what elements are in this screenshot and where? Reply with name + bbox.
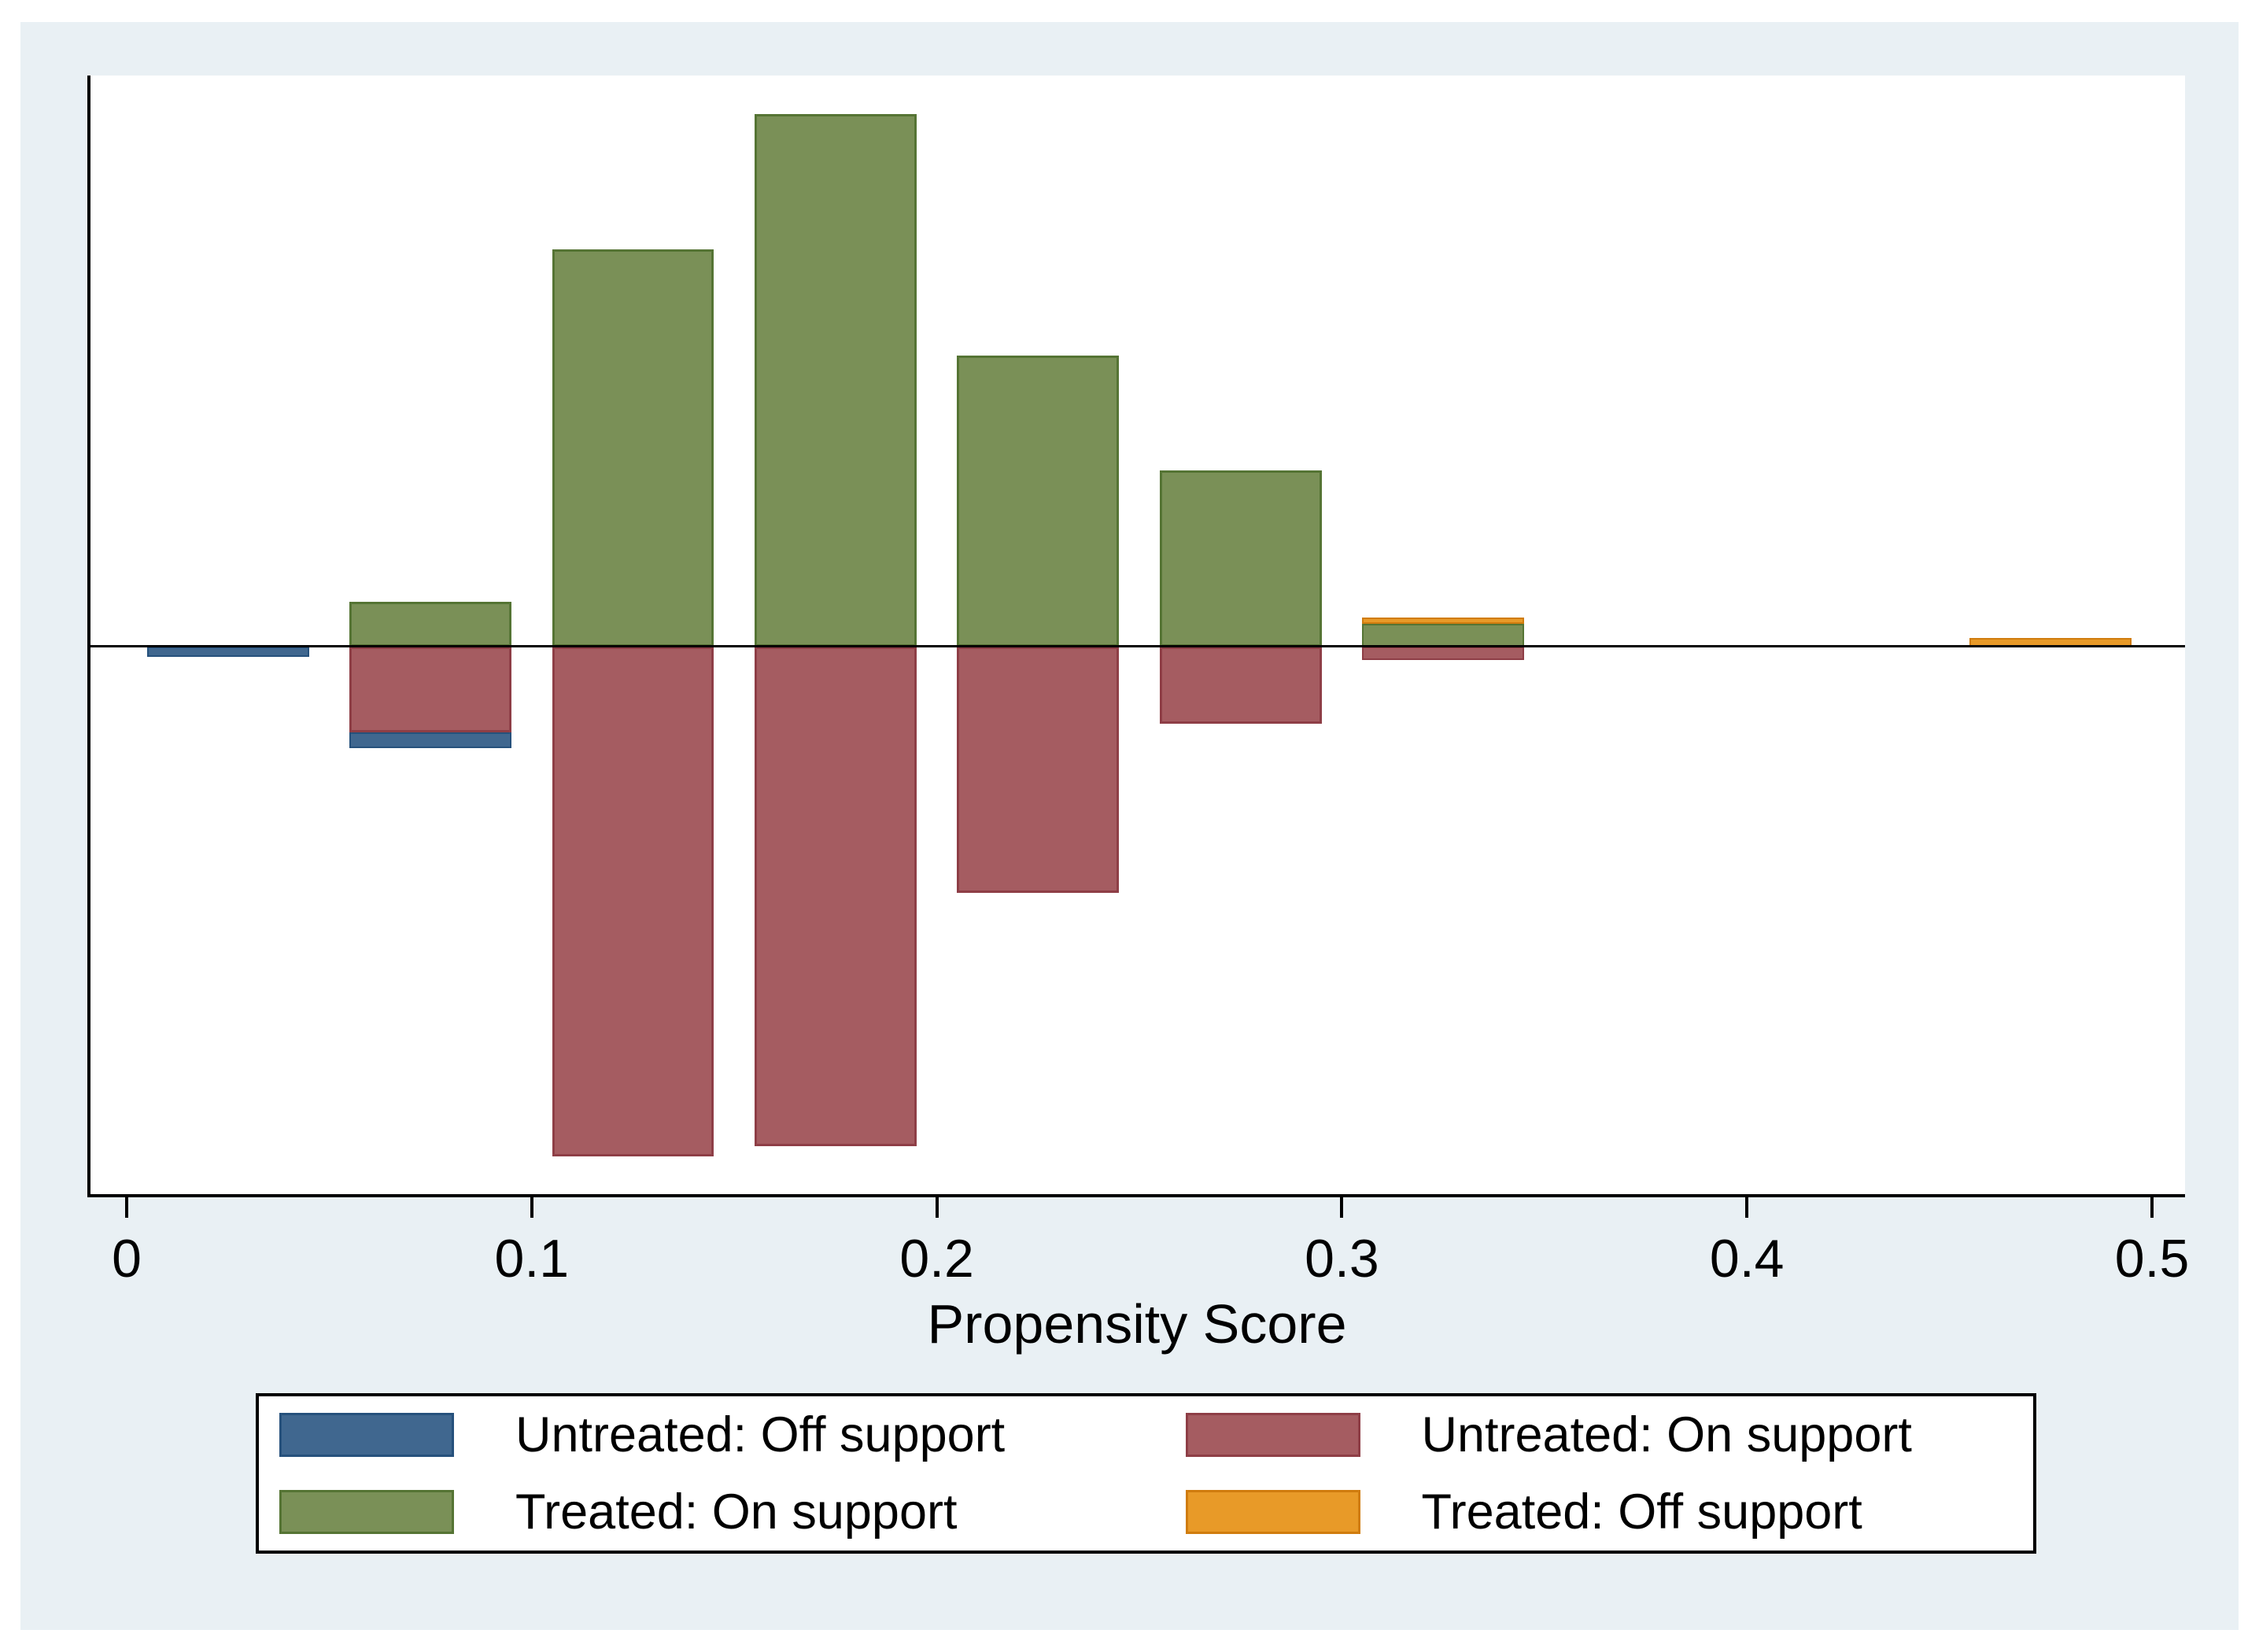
x-tick — [125, 1197, 128, 1218]
x-tick-label: 0.4 — [1709, 1229, 1785, 1289]
x-axis-title: Propensity Score — [927, 1293, 1347, 1355]
legend-item-untreated-on: Untreated: On support — [1146, 1410, 2034, 1460]
legend-swatch-untreated-off — [279, 1413, 454, 1457]
legend-item-treated-off: Treated: Off support — [1146, 1484, 2034, 1540]
bar-segment-untreated-on — [957, 647, 1120, 893]
bar-segment-untreated-on — [552, 647, 714, 1156]
legend-label: Treated: On support — [515, 1484, 958, 1540]
legend-label: Untreated: On support — [1421, 1407, 1912, 1462]
legend-item-untreated-off: Untreated: Off support — [259, 1410, 1146, 1460]
plot-area — [87, 76, 2185, 1197]
legend-swatch-treated-off — [1185, 1490, 1360, 1534]
x-tick — [1745, 1197, 1749, 1218]
x-tick-label: 0.3 — [1305, 1229, 1379, 1289]
bar-segment-treated-on — [754, 114, 917, 647]
bar-segment-untreated-on — [1159, 647, 1322, 724]
x-tick-label: 0.2 — [899, 1229, 974, 1289]
bar-segment-untreated-on — [754, 647, 917, 1146]
x-tick — [530, 1197, 533, 1218]
legend-swatch-untreated-on — [1185, 1413, 1360, 1457]
bar-segment-untreated-off — [146, 647, 309, 657]
legend-item-treated-on: Treated: On support — [259, 1484, 1146, 1540]
bar-segment-treated-on — [1159, 470, 1322, 647]
x-tick — [1340, 1197, 1344, 1218]
x-tick — [935, 1197, 939, 1218]
x-tick-label: 0.5 — [2114, 1229, 2190, 1289]
bar-segment-treated-off — [1362, 618, 1525, 624]
zero-line — [90, 645, 2185, 647]
x-tick-label: 0 — [112, 1229, 142, 1289]
bar-segment-treated-on — [957, 356, 1120, 647]
x-tick — [2150, 1197, 2154, 1218]
x-tick-label: 0.1 — [494, 1229, 570, 1289]
bar-segment-treated-on — [1362, 624, 1525, 647]
bar-segment-untreated-on — [349, 647, 512, 732]
bar-segment-treated-on — [552, 249, 714, 647]
bar-segment-untreated-off — [349, 732, 512, 748]
bar-segment-treated-on — [349, 602, 512, 647]
legend-label: Untreated: Off support — [515, 1407, 1006, 1462]
legend-swatch-treated-on — [279, 1490, 454, 1534]
legend-label: Treated: Off support — [1421, 1484, 1862, 1540]
bar-segment-untreated-on — [1362, 647, 1525, 660]
legend: Untreated: Off support Untreated: On sup… — [256, 1393, 2036, 1554]
